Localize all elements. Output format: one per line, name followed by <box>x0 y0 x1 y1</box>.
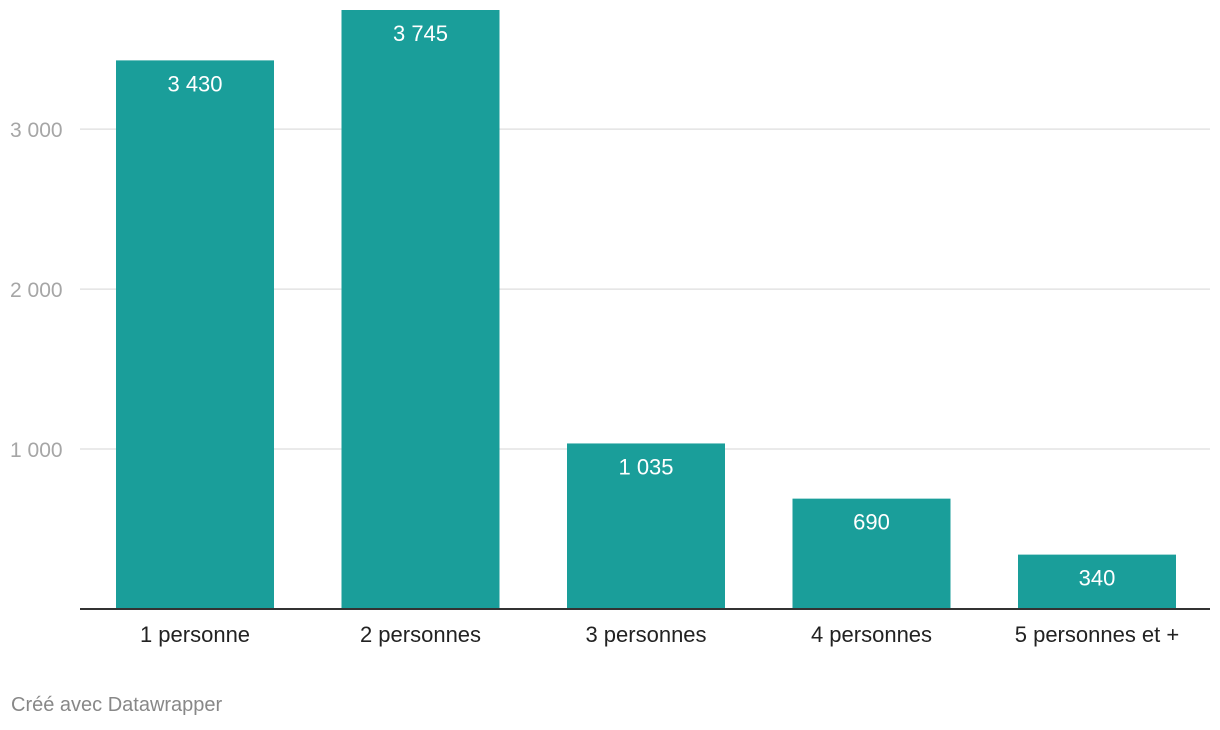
bar-chart: 3 430 3 745 1 035 690 340 1 000 2 000 3 000 1 … <box>10 10 1210 647</box>
bar[interactable] <box>567 443 725 609</box>
bar-value-label: 340 <box>1079 566 1116 591</box>
bar[interactable] <box>116 60 274 609</box>
y-tick-label: 2 000 <box>10 279 63 302</box>
bar-value-label: 3 430 <box>167 71 222 96</box>
y-axis-tick-labels: 1 000 2 000 3 000 <box>10 119 63 462</box>
x-category-label: 3 personnes <box>585 622 706 647</box>
x-category-label: 2 personnes <box>360 622 481 647</box>
bar-value-label: 1 035 <box>618 454 673 479</box>
datawrapper-credit[interactable]: Créé avec Datawrapper <box>11 694 223 716</box>
bar[interactable] <box>1018 554 1176 609</box>
y-tick-label: 3 000 <box>10 119 63 142</box>
bars <box>116 10 1176 609</box>
bar-value-label: 3 745 <box>393 21 448 46</box>
bar[interactable] <box>792 498 951 609</box>
y-tick-label: 1 000 <box>10 439 63 462</box>
value-labels: 3 430 3 745 1 035 690 340 <box>167 21 1115 591</box>
bar-value-label: 690 <box>853 510 890 535</box>
x-category-label: 5 personnes et + <box>1015 622 1180 647</box>
x-axis-category-labels: 1 personne 2 personnes 3 personnes 4 person… <box>140 622 1179 647</box>
x-category-label: 4 personnes <box>811 622 932 647</box>
x-category-label: 1 personne <box>140 622 250 647</box>
bar[interactable] <box>341 10 500 609</box>
